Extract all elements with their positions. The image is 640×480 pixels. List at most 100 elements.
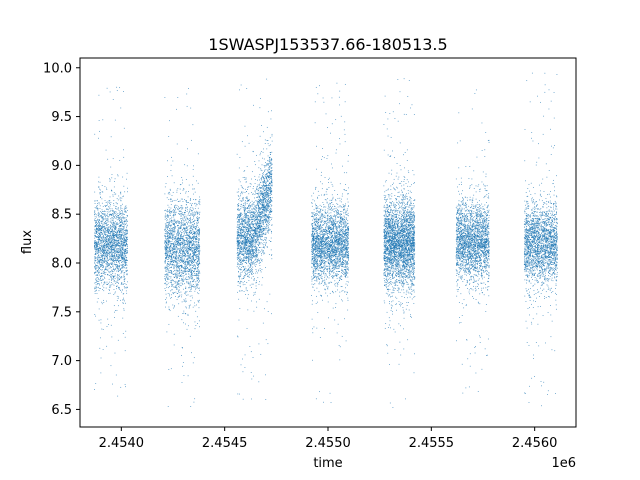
- data-point: [198, 301, 200, 303]
- data-point: [251, 238, 253, 240]
- data-point: [107, 208, 109, 210]
- data-point: [100, 276, 102, 278]
- data-point: [124, 278, 126, 280]
- data-point: [180, 259, 182, 261]
- data-point: [110, 324, 112, 326]
- data-point: [108, 238, 110, 240]
- data-point: [164, 261, 166, 263]
- data-point: [181, 248, 183, 250]
- data-point: [124, 241, 126, 243]
- data-point: [101, 216, 103, 218]
- data-point: [94, 210, 96, 212]
- data-point: [189, 237, 191, 239]
- data-point: [241, 220, 242, 222]
- chart-title: 1SWASPJ153537.66-180513.5: [208, 35, 447, 54]
- data-point: [110, 284, 112, 286]
- data-point: [190, 269, 192, 271]
- data-point: [168, 261, 169, 262]
- data-point: [121, 239, 123, 241]
- data-point: [119, 222, 121, 223]
- data-point: [188, 234, 190, 236]
- data-point: [193, 226, 195, 228]
- data-point: [193, 261, 195, 263]
- data-point: [100, 230, 102, 232]
- data-point: [265, 214, 266, 216]
- data-point: [263, 165, 265, 166]
- data-point: [242, 188, 244, 190]
- data-point: [120, 234, 122, 236]
- data-point: [119, 263, 120, 265]
- data-point: [110, 285, 112, 287]
- data-point: [185, 255, 187, 257]
- data-point: [171, 284, 172, 286]
- data-point: [96, 242, 98, 244]
- data-point: [191, 139, 192, 141]
- data-point: [255, 269, 257, 270]
- data-point: [246, 273, 248, 275]
- data-point: [195, 238, 197, 240]
- data-point: [127, 246, 128, 247]
- data-point: [104, 268, 106, 270]
- data-point: [122, 245, 123, 246]
- data-point: [102, 226, 104, 228]
- data-point: [196, 219, 198, 221]
- data-point: [114, 291, 116, 293]
- data-point: [166, 222, 168, 224]
- data-point: [95, 249, 97, 251]
- data-point: [258, 233, 260, 235]
- data-point: [102, 249, 104, 251]
- data-point: [254, 213, 256, 215]
- data-point: [117, 277, 119, 279]
- data-point: [169, 229, 171, 231]
- data-point: [264, 236, 266, 238]
- data-point: [199, 248, 201, 250]
- data-point: [167, 231, 169, 233]
- data-point: [111, 336, 113, 338]
- data-point: [117, 251, 119, 253]
- data-point: [121, 229, 123, 231]
- data-point: [166, 284, 168, 286]
- data-point: [195, 283, 197, 285]
- data-point: [116, 255, 117, 257]
- data-point: [123, 262, 125, 264]
- data-point: [110, 227, 112, 229]
- data-point: [105, 240, 107, 242]
- data-point: [261, 193, 263, 195]
- data-point: [256, 221, 258, 223]
- data-point: [123, 259, 125, 261]
- data-point: [193, 279, 195, 280]
- data-point: [246, 166, 248, 167]
- data-point: [193, 165, 194, 167]
- data-point: [190, 261, 192, 263]
- data-point: [110, 235, 112, 237]
- data-point: [167, 247, 169, 248]
- data-point: [176, 287, 178, 289]
- data-point: [105, 241, 107, 243]
- data-point: [170, 220, 172, 222]
- data-point: [177, 235, 179, 236]
- data-point: [118, 245, 120, 247]
- data-point: [184, 252, 186, 254]
- data-point: [118, 265, 120, 267]
- data-point: [116, 300, 118, 302]
- data-point: [109, 178, 110, 180]
- data-point: [124, 191, 126, 193]
- data-point: [239, 290, 241, 292]
- data-point: [101, 230, 103, 232]
- data-point: [194, 199, 196, 201]
- data-point: [118, 254, 120, 256]
- data-point: [179, 265, 181, 266]
- data-point: [173, 271, 175, 272]
- data-point: [113, 214, 115, 216]
- data-point: [270, 249, 272, 251]
- data-point: [106, 211, 108, 213]
- data-point: [125, 237, 127, 239]
- data-point: [168, 210, 170, 212]
- data-point: [250, 215, 252, 216]
- data-point: [176, 284, 178, 286]
- data-point: [270, 176, 272, 178]
- data-point: [109, 255, 111, 257]
- data-point: [180, 256, 181, 258]
- data-point: [167, 219, 168, 221]
- data-point: [194, 251, 196, 253]
